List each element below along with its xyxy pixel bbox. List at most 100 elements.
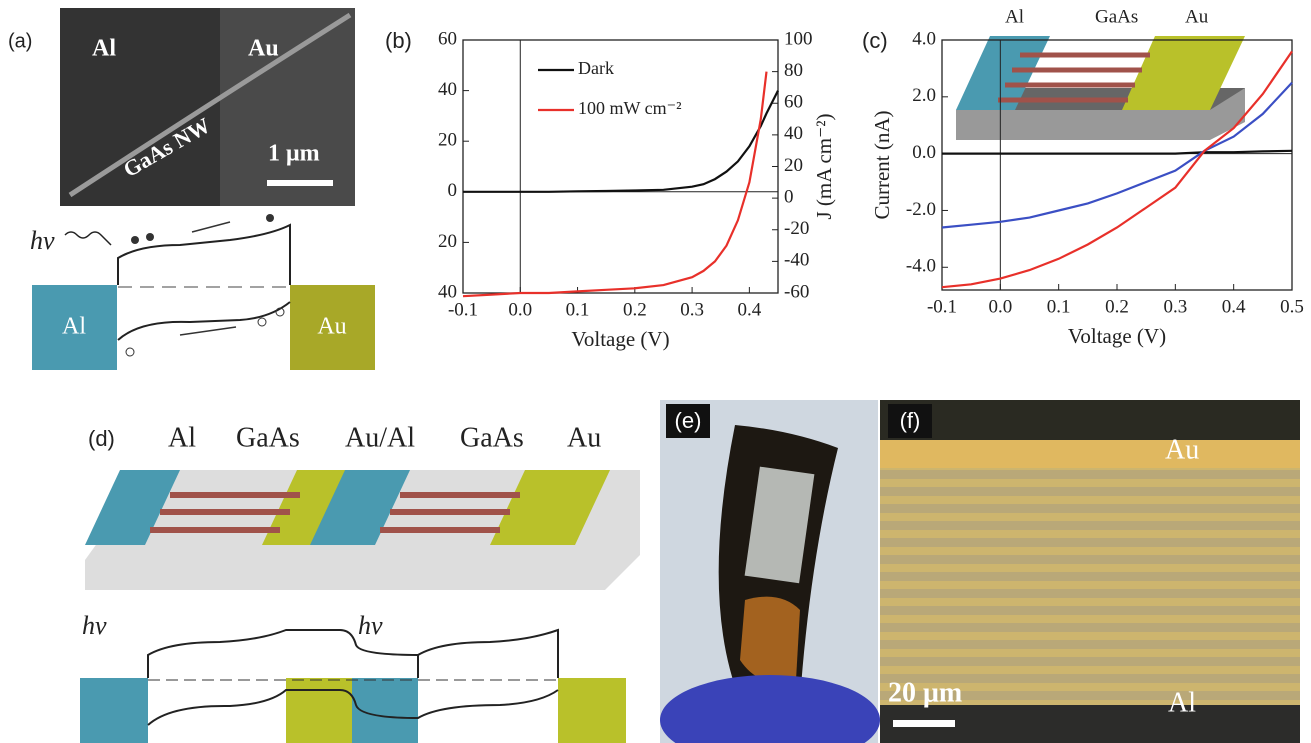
stripe [880,487,1300,496]
stripe [880,589,1300,598]
x-axis-label: Voltage (V) [571,327,669,351]
x-tick-label: -0.1 [927,296,957,317]
stripe [880,623,1300,632]
x-tick-label: 0.1 [566,299,590,320]
micrograph-region [880,440,1300,468]
label-box [888,404,932,438]
inset-label: GaAs [1095,6,1138,27]
contact [85,470,180,545]
panel-label: (c) [862,28,888,53]
scale-bar [893,720,955,727]
sem-region [60,8,220,206]
band-cb [117,223,291,285]
y-tick-label: 60 [438,28,457,49]
panel-label: (f) [900,408,921,433]
micrograph-text: Au [1165,434,1199,465]
arrow [179,326,237,336]
x-tick-label: 0.0 [988,296,1012,317]
device-label: GaAs [460,422,524,453]
stripe [880,691,1300,700]
y-tick-label: 0.0 [912,142,936,163]
y2-tick-label: -20 [784,218,809,239]
stripe [880,657,1300,666]
contact [490,470,610,545]
x-tick-label: 0.3 [680,299,704,320]
band-vb [117,301,291,341]
y-tick-label: 0 [448,180,458,201]
electron [131,236,139,244]
device-label: GaAs [236,422,300,453]
device-label: Au/Al [345,422,415,453]
sem-text: Al [92,36,116,62]
series-line [942,149,1293,155]
x-tick-label: 0.0 [508,299,532,320]
legend-label: 100 mW cm⁻² [578,98,682,118]
scale-text: 1 μm [268,141,320,167]
legend-label: Dark [578,58,614,78]
band-cb [147,629,419,678]
x-tick-label: 0.1 [1047,296,1071,317]
y-tick-label: 4.0 [912,28,936,49]
device-diagram [80,470,640,743]
x-tick-label: 0.4 [1222,296,1246,317]
y2-tick-label: -60 [784,281,809,302]
device-inset [956,36,1245,140]
arrow [191,221,231,233]
micrograph-text: Al [1168,687,1196,718]
electron [146,233,154,241]
contact [310,470,410,545]
y-tick-label: 20 [438,130,457,151]
band-cb [417,628,559,678]
y2-axis-label: J (mA cm⁻²) [812,113,836,219]
inset-label: Al [1005,6,1024,27]
x-tick-label: 0.5 [1280,296,1304,317]
glove [660,675,880,743]
contact-au [1122,36,1245,110]
x-tick-label: 0.3 [1163,296,1187,317]
y2-tick-label: 80 [784,60,803,81]
scale-text: 20 μm [888,677,962,708]
contact [262,470,360,545]
micrograph-region [880,400,1300,440]
band-contact [80,678,148,743]
y-axis-label: Current (nA) [870,110,894,219]
y-tick-label: 40 [438,79,457,100]
y2-tick-label: -40 [784,250,809,271]
series-line [941,81,1293,229]
y2-tick-label: 60 [784,92,803,113]
x-tick-label: -0.1 [448,299,478,320]
x-tick-label: 0.2 [623,299,647,320]
x-tick-label: 0.4 [737,299,761,320]
y-tick-label: 40 [438,281,457,302]
stripe [880,504,1300,513]
photon-label: hv [82,611,107,640]
sem-region [220,8,355,206]
y-tick-label: -2.0 [906,199,936,220]
stripe [880,640,1300,649]
electrode [740,596,800,683]
band-vb [147,689,559,726]
y-tick-label: -4.0 [906,256,936,277]
stripe [880,521,1300,530]
stripe [880,538,1300,547]
panel-label: (a) [8,30,32,52]
sem-text: Au [248,36,279,62]
series-line [462,71,768,298]
photon-label: hv [30,226,55,255]
contact-au [290,285,375,370]
device-label: Al [168,422,196,453]
y2-tick-label: 40 [784,123,803,144]
hole [257,317,267,327]
electrode-stripes [880,400,1300,700]
x-axis-label: Voltage (V) [1068,324,1166,348]
photon-label: hv [358,611,383,640]
inset-label: Au [1185,6,1209,27]
panel-label: (d) [88,426,115,451]
y-tick-label: 20 [438,231,457,252]
electron [266,214,274,222]
label-box [666,404,710,438]
series-line [463,90,779,193]
stripe [880,470,1300,479]
scale-bar [267,180,333,186]
